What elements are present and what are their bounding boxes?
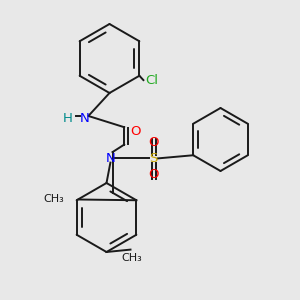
Text: CH₃: CH₃ xyxy=(122,253,142,262)
Text: CH₃: CH₃ xyxy=(44,194,64,205)
Text: N: N xyxy=(106,152,115,166)
Text: S: S xyxy=(149,152,158,166)
Text: H: H xyxy=(63,112,73,125)
Text: N: N xyxy=(80,112,89,125)
Text: O: O xyxy=(148,169,159,182)
Text: O: O xyxy=(130,125,141,138)
Text: Cl: Cl xyxy=(146,74,158,88)
Text: O: O xyxy=(148,136,159,149)
